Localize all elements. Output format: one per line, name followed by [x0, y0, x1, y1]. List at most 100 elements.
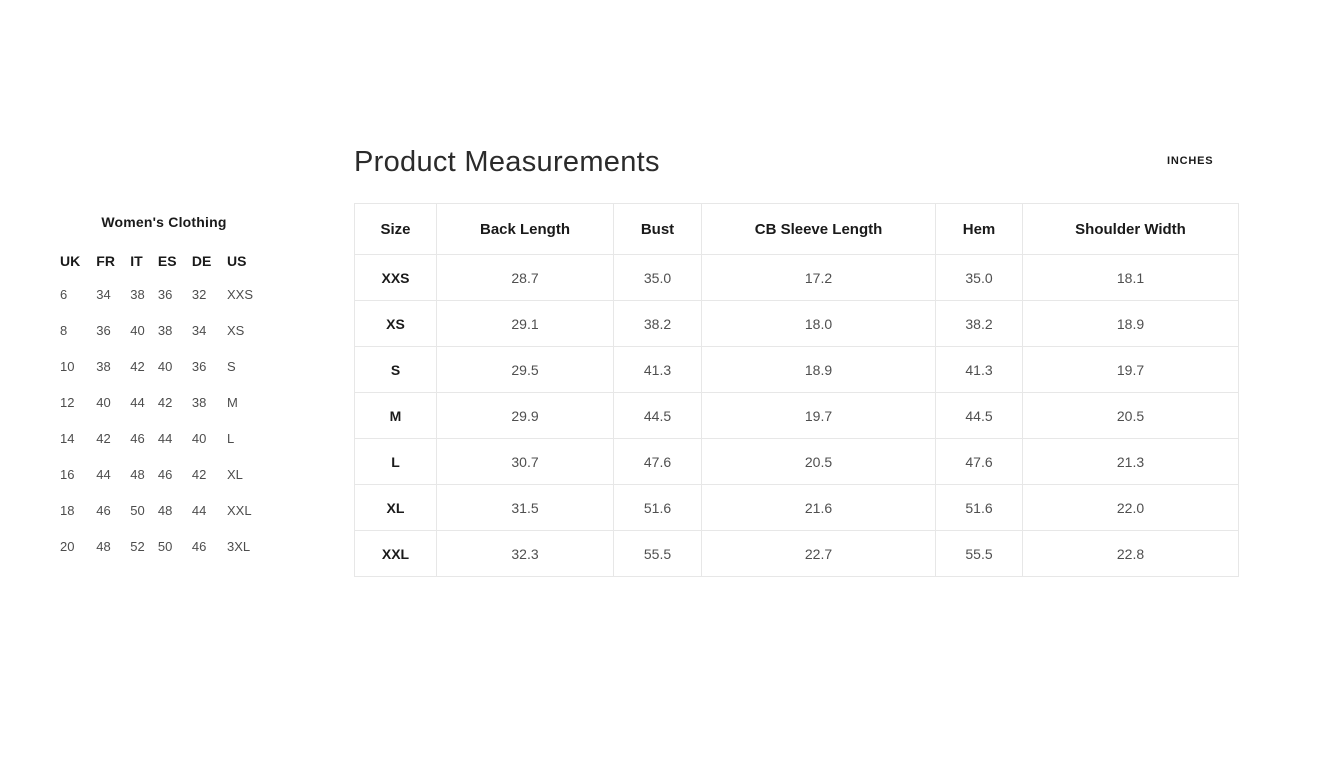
conversion-table-title: Women's Clothing — [101, 214, 227, 230]
page-title: Product Measurements — [354, 146, 660, 178]
conversion-cell: 32 — [191, 286, 207, 302]
measurements-row-xxs: XXS 28.7 35.0 17.2 35.0 18.1 — [354, 254, 1239, 301]
conversion-cell: 42 — [130, 358, 145, 374]
measurement-cell: 47.6 — [935, 438, 1023, 485]
measurements-row-xxl: XXL 32.3 55.5 22.7 55.5 22.8 — [354, 530, 1239, 577]
conversion-cell: 6 — [60, 286, 68, 302]
conversion-header-de: DE — [191, 253, 212, 269]
measurement-cell: 31.5 — [436, 484, 614, 531]
conversion-cell: 48 — [157, 502, 173, 518]
conversion-cell: 46 — [130, 430, 145, 446]
conversion-cell: 50 — [157, 538, 173, 554]
conversion-header-uk: UK — [60, 253, 81, 269]
size-conversion-table: UK FR IT ES DE US 6 34 38 36 32 XXS — [58, 246, 270, 564]
conversion-cell: 18 — [60, 502, 75, 518]
conversion-header-fr: FR — [96, 253, 115, 269]
measurement-cell: 17.2 — [701, 254, 936, 301]
measurement-cell: 55.5 — [613, 530, 702, 577]
conversion-cell: 12 — [60, 394, 75, 410]
size-conversion-panel: Women's Clothing UK FR IT ES DE US 6 34 … — [58, 214, 270, 564]
conversion-cell: 40 — [191, 430, 207, 446]
conversion-cell: XXS — [227, 286, 254, 302]
measurements-header-bust: Bust — [613, 203, 702, 255]
measurement-cell: 44.5 — [935, 392, 1023, 439]
measurement-cell: 22.7 — [701, 530, 936, 577]
measurement-cell: 21.3 — [1022, 438, 1239, 485]
measurement-cell: 19.7 — [1022, 346, 1239, 393]
measurement-cell: 41.3 — [613, 346, 702, 393]
measurements-header-shoulder-width: Shoulder Width — [1022, 203, 1239, 255]
measurement-cell: 18.9 — [1022, 300, 1239, 347]
conversion-cell: 40 — [157, 358, 173, 374]
measurement-cell: 20.5 — [1022, 392, 1239, 439]
size-cell: XXS — [354, 254, 437, 301]
measurements-row-s: S 29.5 41.3 18.9 41.3 19.7 — [354, 346, 1239, 393]
conversion-cell: 42 — [96, 430, 111, 446]
measurements-row-xs: XS 29.1 38.2 18.0 38.2 18.9 — [354, 300, 1239, 347]
conversion-row: 20 48 52 50 46 3XL — [58, 528, 270, 564]
measurement-cell: 22.0 — [1022, 484, 1239, 531]
conversion-cell: 44 — [96, 466, 111, 482]
measurement-cell: 28.7 — [436, 254, 614, 301]
product-measurements-table: Size Back Length Bust CB Sleeve Length H… — [354, 203, 1239, 577]
measurement-cell: 22.8 — [1022, 530, 1239, 577]
measurement-cell: 18.9 — [701, 346, 936, 393]
measurement-cell: 32.3 — [436, 530, 614, 577]
conversion-cell: 46 — [157, 466, 173, 482]
measurements-header-size: Size — [354, 203, 437, 255]
conversion-cell: L — [227, 430, 235, 446]
measurement-cell: 51.6 — [935, 484, 1023, 531]
measurements-header-row: Size Back Length Bust CB Sleeve Length H… — [354, 203, 1239, 255]
conversion-cell: 44 — [130, 394, 145, 410]
measurement-cell: 35.0 — [935, 254, 1023, 301]
measurement-cell: 38.2 — [613, 300, 702, 347]
conversion-row: 10 38 42 40 36 S — [58, 348, 270, 384]
conversion-cell: 52 — [130, 538, 145, 554]
conversion-cell: 38 — [191, 394, 207, 410]
measurement-cell: 38.2 — [935, 300, 1023, 347]
unit-label: INCHES — [1167, 155, 1214, 167]
conversion-header-row: UK FR IT ES DE US — [58, 246, 270, 276]
measurement-cell: 51.6 — [613, 484, 702, 531]
conversion-row: 14 42 46 44 40 L — [58, 420, 270, 456]
conversion-row: 16 44 48 46 42 XL — [58, 456, 270, 492]
conversion-cell: XS — [227, 322, 245, 338]
conversion-cell: 38 — [96, 358, 111, 374]
measurement-cell: 21.6 — [701, 484, 936, 531]
conversion-cell: 36 — [191, 358, 207, 374]
measurements-header-hem: Hem — [935, 203, 1023, 255]
measurements-header-cb-sleeve-length: CB Sleeve Length — [701, 203, 936, 255]
conversion-cell: 34 — [191, 322, 207, 338]
measurement-cell: 55.5 — [935, 530, 1023, 577]
measurement-cell: 29.1 — [436, 300, 614, 347]
measurements-row-xl: XL 31.5 51.6 21.6 51.6 22.0 — [354, 484, 1239, 531]
conversion-cell: 38 — [130, 286, 145, 302]
conversion-cell: 16 — [60, 466, 75, 482]
conversion-cell: 48 — [130, 466, 145, 482]
conversion-cell: 38 — [157, 322, 173, 338]
measurement-cell: 18.1 — [1022, 254, 1239, 301]
conversion-cell: 34 — [96, 286, 111, 302]
measurements-row-m: M 29.9 44.5 19.7 44.5 20.5 — [354, 392, 1239, 439]
conversion-cell: 44 — [191, 502, 207, 518]
measurement-cell: 18.0 — [701, 300, 936, 347]
measurement-cell: 19.7 — [701, 392, 936, 439]
measurement-cell: 47.6 — [613, 438, 702, 485]
conversion-cell: 3XL — [227, 538, 251, 554]
conversion-cell: 42 — [157, 394, 173, 410]
conversion-row: 18 46 50 48 44 XXL — [58, 492, 270, 528]
size-cell: XXL — [354, 530, 437, 577]
measurement-cell: 29.9 — [436, 392, 614, 439]
measurement-cell: 30.7 — [436, 438, 614, 485]
conversion-cell: 10 — [60, 358, 75, 374]
measurement-cell: 44.5 — [613, 392, 702, 439]
conversion-cell: 44 — [157, 430, 173, 446]
conversion-cell: M — [227, 394, 238, 410]
conversion-cell: 48 — [96, 538, 111, 554]
conversion-cell: 40 — [130, 322, 145, 338]
size-cell: XL — [354, 484, 437, 531]
conversion-cell: S — [227, 358, 236, 374]
measurements-row-l: L 30.7 47.6 20.5 47.6 21.3 — [354, 438, 1239, 485]
conversion-header-it: IT — [130, 253, 143, 269]
conversion-cell: 46 — [191, 538, 207, 554]
